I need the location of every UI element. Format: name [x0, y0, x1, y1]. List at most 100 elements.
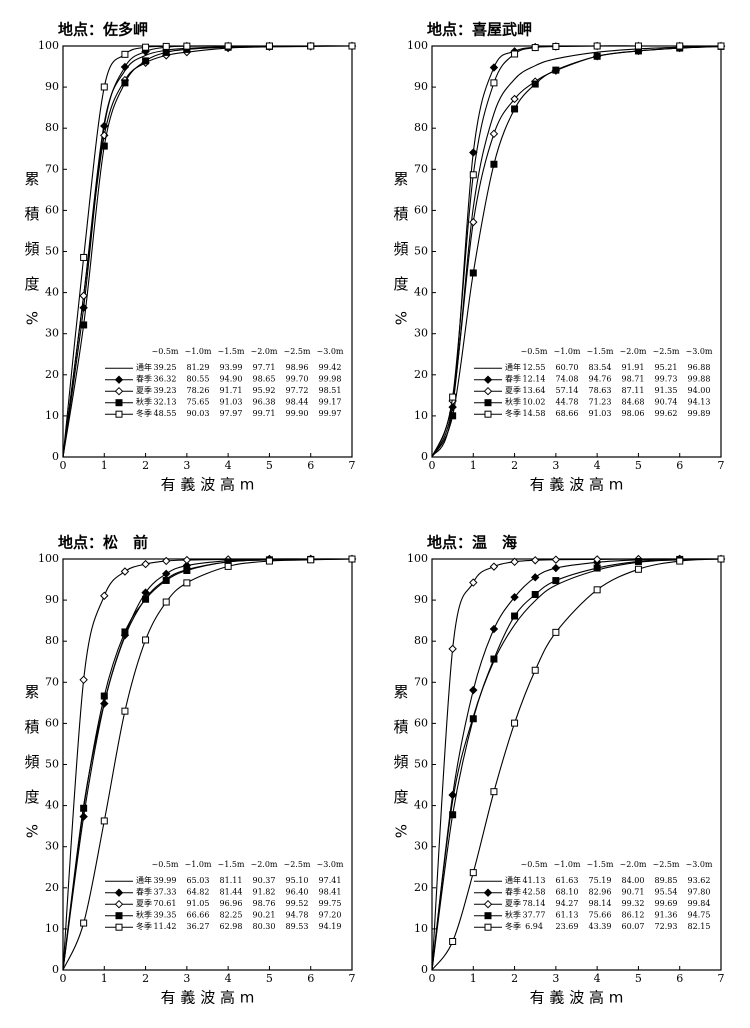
x-tick-label: 5	[635, 459, 642, 472]
legend-label: 秋季	[136, 397, 152, 407]
marker	[100, 692, 108, 700]
table-value: 99.32	[622, 899, 645, 908]
y-tick-label: 60	[45, 203, 59, 216]
x-tick-label: 3	[183, 972, 190, 985]
marker	[551, 555, 561, 564]
marker	[489, 562, 499, 571]
chart-title: 地点：松 前	[58, 534, 148, 552]
table-header: ~1.0m	[553, 860, 580, 869]
marker	[469, 171, 477, 179]
table-value: 43.39	[589, 922, 612, 931]
y-tick-label: 20	[414, 368, 428, 381]
table-value: 12.14	[523, 375, 546, 384]
table-value: 72.93	[655, 922, 678, 931]
table-value: 95.92	[253, 386, 276, 395]
marker	[449, 811, 457, 819]
marker	[593, 52, 601, 60]
marker	[717, 42, 725, 50]
legend-label: 春季	[136, 887, 152, 897]
marker	[531, 591, 539, 599]
table-value: 98.44	[286, 398, 309, 407]
y-tick-label: 100	[407, 39, 428, 52]
legend-label: 夏季	[136, 898, 152, 908]
marker	[469, 685, 478, 695]
table-value: 99.70	[286, 375, 309, 384]
x-tick-label: 7	[349, 459, 356, 472]
table-header: ~1.5m	[586, 860, 613, 869]
marker	[483, 386, 493, 396]
legend-label: 通年	[136, 362, 152, 372]
table-value: 78.26	[187, 386, 210, 395]
marker	[469, 148, 478, 157]
marker	[483, 899, 493, 909]
marker	[114, 375, 124, 384]
series-line	[62, 45, 353, 458]
x-tick-label: 7	[718, 972, 725, 985]
table-value: 14.58	[523, 409, 546, 418]
legend-label: 通年	[505, 362, 521, 372]
marker	[265, 557, 273, 565]
y-tick-label: 20	[45, 881, 59, 894]
marker	[551, 563, 561, 573]
x-tick-label: 6	[676, 459, 683, 472]
table-value: 6.94	[525, 922, 543, 931]
table-value: 62.98	[220, 922, 243, 931]
table-value: 70.61	[154, 899, 177, 908]
y-tick-label: 0	[52, 450, 59, 463]
table-value: 80.30	[253, 922, 276, 931]
x-axis-label: 有 義 波 高 m	[161, 989, 255, 1007]
table-header: ~1.0m	[184, 860, 211, 869]
y-tick-label: 70	[414, 675, 428, 688]
series-line	[62, 558, 353, 971]
marker	[183, 567, 191, 575]
series-line	[62, 45, 352, 458]
y-tick-label: 20	[45, 368, 59, 381]
y-tick-label: 70	[414, 162, 428, 175]
legend-label: 冬季	[505, 921, 521, 931]
y-tick-label: 90	[414, 593, 428, 606]
table-header: ~2.0m	[619, 860, 646, 869]
marker	[510, 592, 519, 602]
table-value: 78.14	[523, 899, 546, 908]
marker	[634, 557, 642, 565]
marker	[142, 43, 150, 51]
x-tick-label: 2	[511, 972, 518, 985]
y-tick-label: 100	[38, 552, 59, 565]
y-tick-label: 40	[414, 286, 428, 299]
table-value: 98.71	[622, 375, 645, 384]
marker	[348, 555, 356, 563]
table-value: 99.62	[655, 409, 678, 418]
marker	[510, 557, 519, 567]
marker	[307, 556, 315, 564]
marker	[593, 564, 601, 572]
marker	[224, 562, 232, 570]
marker	[162, 42, 170, 50]
legend-label: 夏季	[505, 385, 521, 395]
marker	[511, 719, 519, 727]
series-line	[431, 45, 721, 458]
table-value: 97.20	[319, 911, 342, 920]
marker	[183, 42, 191, 50]
x-axis-label: 有 義 波 高 m	[161, 476, 255, 494]
table-value: 96.38	[253, 398, 276, 407]
marker	[676, 557, 684, 565]
table-header: ~2.0m	[619, 347, 646, 356]
marker	[182, 555, 192, 565]
table-value: 99.52	[286, 899, 309, 908]
plot-frame	[62, 558, 353, 971]
table-value: 11.42	[154, 922, 177, 931]
marker	[469, 869, 477, 877]
legend-label: 秋季	[136, 910, 152, 920]
x-tick-label: 6	[307, 972, 314, 985]
series-line	[431, 558, 722, 971]
table-header: ~1.0m	[184, 347, 211, 356]
marker	[552, 628, 560, 636]
table-value: 91.91	[622, 363, 645, 372]
marker	[511, 50, 519, 58]
marker	[80, 919, 88, 927]
table-value: 81.29	[187, 363, 210, 372]
y-tick-label: 50	[414, 245, 428, 258]
